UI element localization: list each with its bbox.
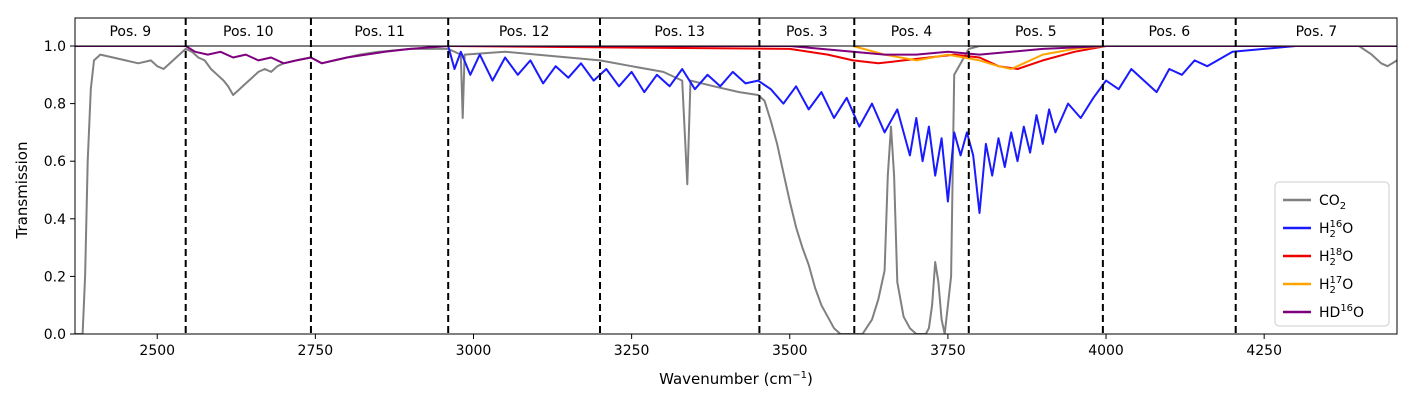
axes (74, 17, 1398, 335)
position-label-6: Pos. 3 (786, 24, 828, 40)
y-tick-label: 0.2 (44, 269, 66, 285)
series-layer (75, 46, 1397, 334)
position-labels: Pos. 9 Pos. 10 Pos. 11 Pos. 12 Pos. 13 Pos. 3… (109, 24, 1337, 40)
legend-label-4: H17 2 O (1319, 275, 1353, 296)
y-ticks: 0.0 0.2 0.4 0.6 0.8 1.0 (44, 39, 75, 343)
x-ticks: 2500 2750 3000 3250 3500 3750 4000 4250 (139, 334, 1282, 359)
x-tick-label: 3750 (930, 343, 966, 359)
legend: CO2 H16 2 O H18 2 O H17 2 O HD16O (1274, 181, 1390, 327)
series-line-4 (852, 46, 1397, 70)
series-line-1 (75, 46, 1397, 334)
y-tick-label: 0.0 (44, 327, 66, 343)
y-tick-label: 0.8 (44, 97, 66, 113)
position-label-7: Pos. 4 (891, 24, 933, 40)
position-label-10: Pos. 7 (1296, 24, 1338, 40)
x-tick-label: 3000 (456, 343, 492, 359)
y-tick-label: 1.0 (44, 39, 66, 55)
x-tick-label: 4000 (1088, 343, 1124, 359)
legend-box (1274, 181, 1390, 327)
position-boundaries (184, 18, 1237, 334)
plot-frame (74, 17, 1398, 335)
legend-label-5: HD16O (1319, 303, 1364, 321)
position-label-3: Pos. 11 (354, 24, 405, 40)
x-tick-label: 2750 (298, 343, 334, 359)
x-tick-label: 3500 (772, 343, 808, 359)
legend-label-1: CO2 (1319, 193, 1346, 212)
series-line-5 (75, 46, 1397, 65)
y-tick-label: 0.4 (44, 212, 66, 228)
y-axis-label: Transmission (13, 142, 31, 240)
series-line-2 (447, 46, 1397, 214)
x-tick-label: 4250 (1246, 343, 1282, 359)
y-tick-label: 0.6 (44, 154, 66, 170)
position-label-1: Pos. 9 (109, 24, 151, 40)
x-tick-label: 3250 (614, 343, 650, 359)
legend-label-3: H18 2 O (1319, 247, 1353, 268)
position-label-5: Pos. 13 (654, 24, 705, 40)
x-axis-label: Wavenumber (cm−1) (659, 370, 813, 388)
series-line-3 (448, 46, 1397, 70)
x-tick-label: 2500 (139, 343, 175, 359)
position-label-4: Pos. 12 (499, 24, 550, 40)
legend-label-2: H16 2 O (1319, 219, 1353, 240)
position-label-8: Pos. 5 (1015, 24, 1057, 40)
position-label-9: Pos. 6 (1148, 24, 1190, 40)
position-label-2: Pos. 10 (223, 24, 274, 40)
